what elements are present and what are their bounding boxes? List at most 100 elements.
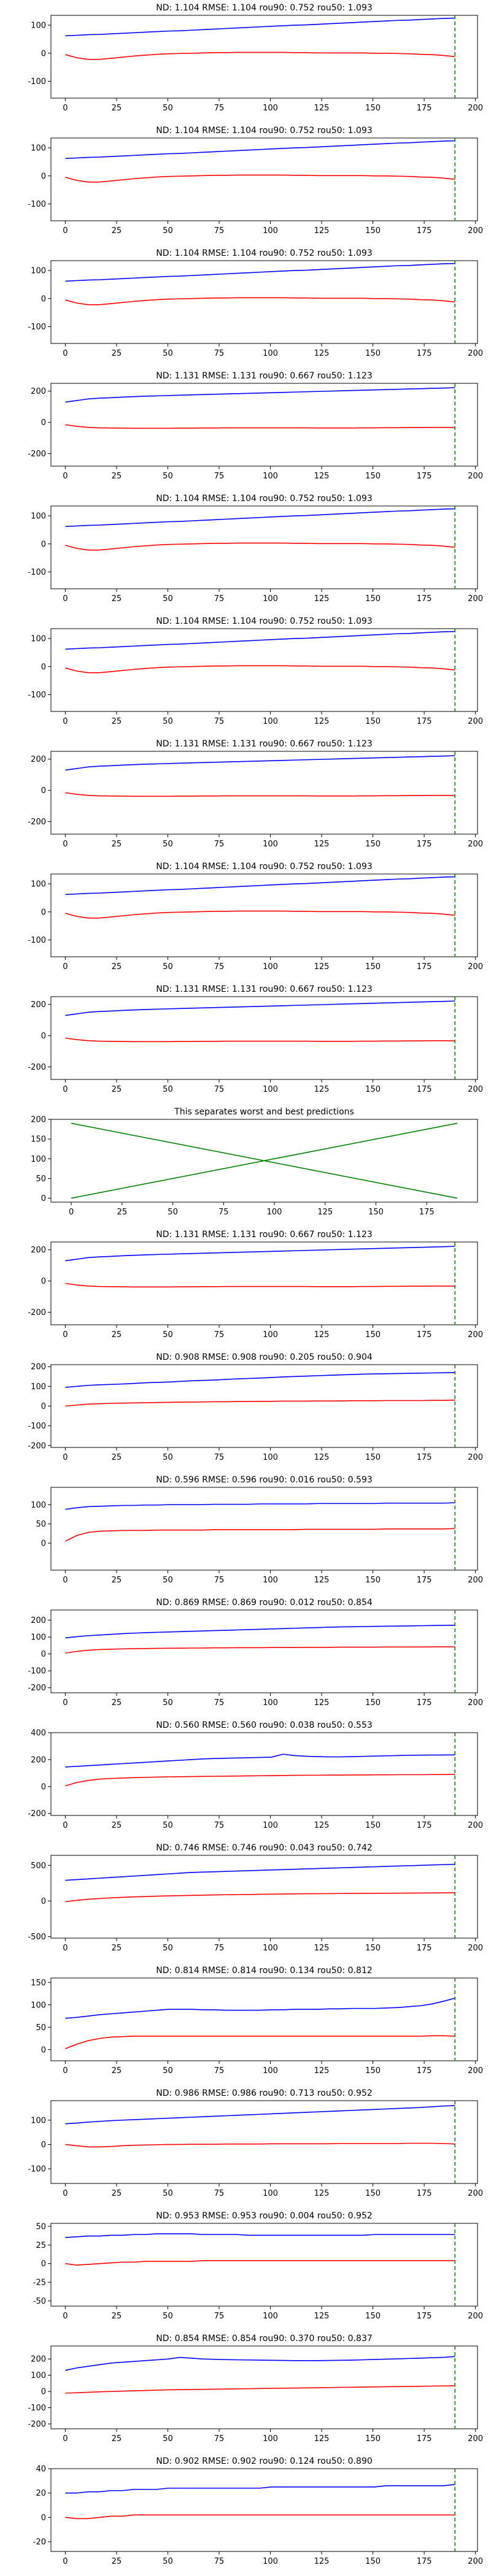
y-tick-label: -50: [33, 2297, 46, 2306]
x-tick-label: 50: [163, 472, 173, 481]
y-tick-label: 0: [41, 1402, 46, 1411]
series-line-0: [65, 876, 455, 895]
x-tick-label: 25: [112, 1576, 122, 1585]
y-tick-label: 500: [31, 1861, 46, 1871]
x-tick-label: 200: [468, 2189, 483, 2198]
x-tick-label: 50: [163, 1698, 173, 1708]
x-tick-label: 0: [63, 349, 68, 358]
x-tick-label: 0: [63, 962, 68, 972]
x-tick-label: 200: [468, 2557, 483, 2566]
x-tick-label: 75: [214, 349, 225, 358]
chart-panel: ND: 1.104 RMSE: 1.104 rou90: 0.752 rou50…: [28, 126, 483, 236]
y-tick-label: 50: [36, 1175, 46, 1184]
chart-title: ND: 1.104 RMSE: 1.104 rou90: 0.752 rou50…: [156, 616, 373, 626]
series-line-0: [65, 1000, 455, 1016]
x-tick-label: 75: [214, 840, 225, 849]
chart-title: ND: 1.104 RMSE: 1.104 rou90: 0.752 rou50…: [156, 862, 373, 872]
x-tick-label: 100: [263, 2189, 278, 2198]
x-tick-label: 75: [214, 1698, 225, 1708]
x-tick-label: 0: [63, 1576, 68, 1585]
chart-panel: ND: 0.953 RMSE: 0.953 rou90: 0.004 rou50…: [33, 2211, 483, 2321]
x-tick-label: 25: [112, 2434, 122, 2444]
x-tick-label: 50: [168, 1208, 178, 1217]
x-tick-label: 200: [468, 349, 483, 358]
x-tick-label: 0: [63, 594, 68, 604]
series-line-1: [65, 792, 455, 797]
series-line-0: [65, 1625, 455, 1639]
y-tick-label: 0: [41, 1782, 46, 1792]
plot-frame: [50, 996, 478, 1080]
y-tick-label: 100: [31, 2001, 46, 2010]
x-tick-label: 125: [314, 2557, 330, 2566]
x-tick-label: 150: [365, 1698, 381, 1708]
x-tick-label: 175: [417, 2434, 432, 2444]
y-tick-label: -200: [28, 1441, 46, 1451]
y-tick-label: -100: [28, 568, 46, 577]
x-tick-label: 50: [163, 349, 173, 358]
plot-frame: [50, 137, 478, 221]
y-tick-label: -200: [28, 1809, 46, 1819]
x-tick-label: 150: [368, 1208, 384, 1217]
y-tick-label: 200: [31, 1755, 46, 1765]
y-tick-label: -20: [33, 2538, 46, 2547]
x-tick-label: 75: [214, 2066, 225, 2076]
y-tick-label: 200: [31, 1363, 46, 1372]
x-tick-label: 75: [214, 1085, 225, 1094]
x-tick-label: 200: [468, 1821, 483, 1830]
x-tick-label: 25: [112, 2312, 122, 2321]
x-tick-label: 175: [417, 349, 432, 358]
y-tick-label: 150: [31, 1979, 46, 1988]
x-tick-label: 25: [112, 104, 122, 113]
plot-frame: [50, 1855, 478, 1939]
x-tick-label: 0: [63, 2312, 68, 2321]
series-line-1: [65, 1646, 455, 1654]
x-tick-label: 50: [163, 840, 173, 849]
x-tick-label: 200: [468, 840, 483, 849]
y-tick-label: 0: [41, 1032, 46, 1041]
y-tick-label: -200: [28, 818, 46, 827]
series-line-1: [65, 1528, 455, 1542]
y-tick-label: 0: [41, 1650, 46, 1659]
x-tick-label: 0: [63, 840, 68, 849]
x-tick-label: 125: [314, 594, 330, 604]
x-tick-label: 50: [163, 594, 173, 604]
x-tick-label: 150: [365, 840, 381, 849]
x-tick-label: 125: [314, 1330, 330, 1340]
y-tick-label: 0: [41, 2045, 46, 2055]
x-tick-label: 175: [417, 2189, 432, 2198]
y-tick-label: 200: [31, 755, 46, 764]
chart-panel: ND: 0.902 RMSE: 0.902 rou90: 0.124 rou50…: [33, 2456, 483, 2566]
x-tick-label: 100: [263, 1821, 278, 1830]
chart-title: ND: 1.131 RMSE: 1.131 rou90: 0.667 rou50…: [156, 1230, 373, 1240]
plot-frame: [50, 1977, 478, 2061]
x-tick-label: 150: [365, 104, 381, 113]
x-tick-label: 75: [214, 226, 225, 236]
x-tick-label: 175: [417, 472, 432, 481]
x-tick-label: 25: [112, 717, 122, 726]
x-tick-label: 175: [419, 1208, 435, 1217]
y-tick-label: -25: [33, 2279, 46, 2288]
x-tick-label: 0: [63, 1453, 68, 1462]
chart-title: ND: 1.104 RMSE: 1.104 rou90: 0.752 rou50…: [156, 126, 373, 136]
x-tick-label: 100: [263, 472, 278, 481]
x-tick-label: 100: [263, 840, 278, 849]
x-tick-label: 25: [112, 1085, 122, 1094]
series-line-0: [65, 1998, 455, 2019]
x-tick-label: 125: [314, 2189, 330, 2198]
series-line-1: [65, 1282, 455, 1288]
x-tick-label: 50: [163, 1821, 173, 1830]
x-tick-label: 25: [112, 226, 122, 236]
series-line-0: [65, 1372, 455, 1388]
y-tick-label: 50: [36, 1520, 46, 1529]
y-tick-label: -100: [28, 936, 46, 945]
plot-frame: [50, 15, 478, 99]
y-tick-label: 200: [31, 1000, 46, 1010]
chart-panel: ND: 0.986 RMSE: 0.986 rou90: 0.713 rou50…: [28, 2088, 483, 2198]
plot-frame: [50, 1119, 478, 1203]
x-tick-label: 75: [218, 1208, 229, 1217]
x-tick-label: 150: [365, 1944, 381, 1953]
x-tick-label: 0: [63, 1330, 68, 1340]
x-tick-label: 75: [214, 2434, 225, 2444]
chart-panel: ND: 1.104 RMSE: 1.104 rou90: 0.752 rou50…: [28, 248, 483, 358]
